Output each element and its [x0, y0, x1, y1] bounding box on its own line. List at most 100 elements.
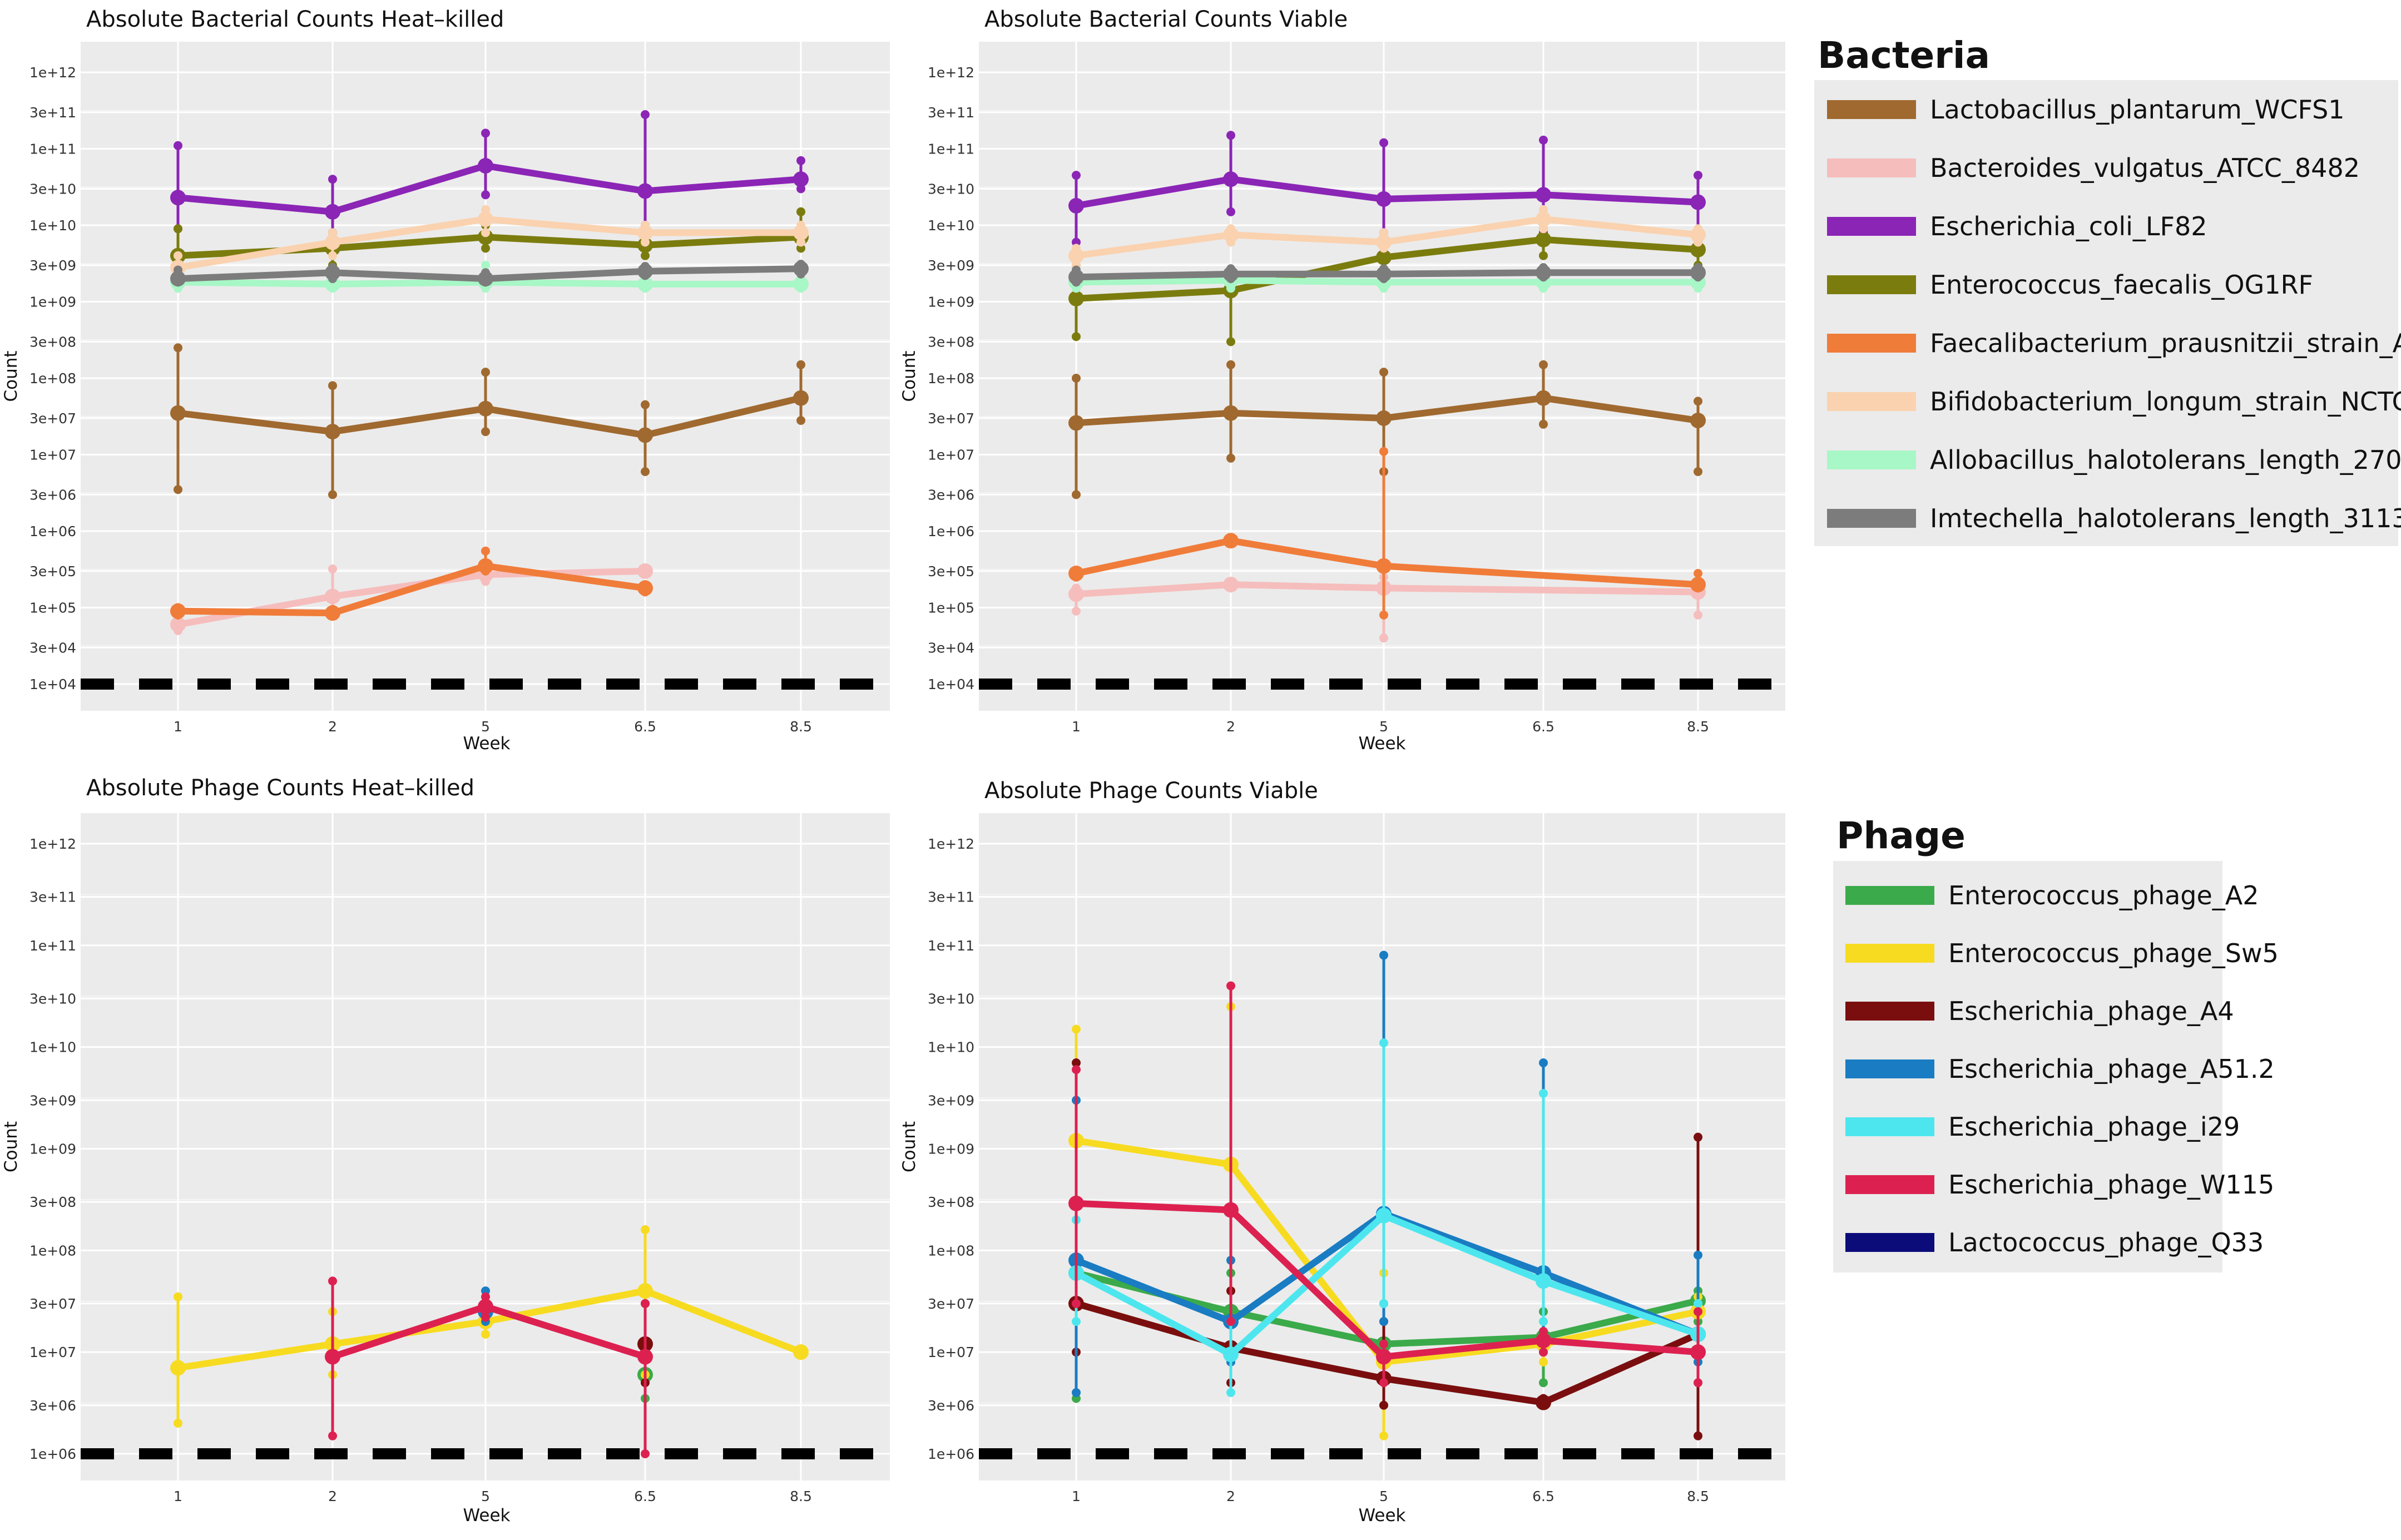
y-tick-label: 3e+11 [928, 889, 974, 905]
replicate-point [796, 416, 805, 425]
replicate-point [1226, 453, 1235, 463]
legend-label-lactobacillus-plantarum-wcfs1: Lactobacillus_plantarum_WCFS1 [1930, 95, 2345, 125]
data-point [325, 234, 340, 250]
data-point [170, 190, 186, 206]
y-tick-label: 3e+07 [928, 1296, 974, 1312]
y-tick-label: 3e+06 [29, 487, 76, 503]
legend-key-lactobacillus-plantarum-wcfs1 [1827, 100, 1916, 119]
data-point [1690, 241, 1706, 258]
y-tick-label: 3e+08 [928, 1194, 974, 1210]
data-point [793, 261, 809, 277]
y-tick-label: 1e+07 [29, 1344, 76, 1360]
legend-label-faecalibacterium-prausnitzii-strain-a2165: Faecalibacterium_prausnitzii_strain_A216… [1930, 328, 2401, 358]
data-point [1376, 249, 1392, 265]
replicate-point [1539, 1348, 1548, 1357]
x-axis-label: Week [463, 734, 511, 754]
replicate-point [1226, 207, 1235, 216]
x-tick-label: 5 [1379, 719, 1388, 735]
y-tick-label: 1e+08 [928, 1242, 974, 1259]
data-point [478, 558, 493, 574]
panel-title-bacteria-heat-killed: Absolute Bacterial Counts Heat–killed [86, 7, 504, 32]
data-point [1376, 191, 1392, 207]
phage-legend: Phage Enterococcus_phage_A2 Enterococcus_… [1833, 814, 2279, 1272]
data-point [478, 271, 493, 287]
x-tick-label: 1 [174, 1488, 182, 1504]
panel-title-phage-viable: Absolute Phage Counts Viable [984, 778, 1318, 804]
y-tick-label: 3e+11 [29, 889, 76, 905]
data-point [1690, 194, 1706, 210]
y-tick-label: 3e+06 [928, 1398, 974, 1414]
x-tick-label: 6.5 [1532, 719, 1555, 735]
replicate-point [641, 1299, 650, 1308]
replicate-point [1379, 1299, 1388, 1308]
data-point [170, 271, 186, 287]
data-point [170, 1360, 186, 1376]
y-tick-label: 1e+09 [928, 294, 974, 310]
y-tick-label: 3e+10 [29, 991, 76, 1007]
y-tick-label: 1e+09 [29, 294, 76, 310]
data-point [170, 603, 186, 619]
replicate-point [1072, 1065, 1081, 1074]
replicate-point [328, 490, 337, 499]
replicate-point [1694, 1307, 1702, 1316]
bacteria-legend-box [1814, 80, 2398, 546]
x-tick-label: 8.5 [1687, 719, 1709, 735]
data-point [793, 276, 809, 292]
replicate-point [1379, 1339, 1388, 1349]
series-imtechella-halotolerans-length-3113269 [1068, 263, 1706, 287]
data-point [325, 204, 340, 220]
y-tick-label: 1e+10 [29, 1039, 76, 1056]
replicate-point [328, 175, 337, 184]
replicate-point [1226, 1317, 1235, 1326]
legend-label-escherichia-phage-a4: Escherichia_phage_A4 [1948, 996, 2234, 1026]
data-point [1068, 415, 1084, 431]
replicate-point [1694, 610, 1702, 620]
series-imtechella-halotolerans-length-3113269 [170, 259, 809, 287]
legend-key-faecalibacterium-prausnitzii-strain-a2165 [1827, 334, 1916, 353]
data-point [1536, 1394, 1551, 1410]
replicate-point [1539, 360, 1548, 369]
legend-key-escherichia-phage-a51-2 [1845, 1059, 1934, 1078]
data-point [1068, 1195, 1084, 1211]
legend-key-escherichia-phage-w115 [1845, 1175, 1934, 1194]
chart-bacteria-viable: 1e+04 3e+04 1e+05 3e+05 1e+06 3e+06 1e+07 3e+07… [899, 42, 1785, 754]
y-tick-label: 1e+09 [29, 1141, 76, 1157]
data-point [637, 427, 653, 443]
data-point [637, 563, 653, 579]
legend-label-allobacillus-halotolerans-length-2700297: Allobacillus_halotolerans_length_2700297 [1930, 445, 2401, 475]
x-tick-label: 5 [481, 719, 490, 735]
replicate-point [1072, 1388, 1081, 1397]
replicate-point [481, 244, 490, 253]
x-tick-label: 8.5 [790, 719, 812, 735]
series-lactobacillus-plantarum-wcfs1 [170, 343, 809, 499]
legend-key-enterococcus-phage-sw5 [1845, 944, 1934, 963]
bacteria-legend: Bacteria Lactobacillus_plantarum_WCFS1 Ba… [1814, 34, 2401, 546]
replicate-point [1226, 360, 1235, 369]
replicate-point [1072, 490, 1081, 499]
panel-title-phage-heat-killed: Absolute Phage Counts Heat–killed [86, 775, 474, 801]
replicate-point [481, 1329, 490, 1339]
chart-phage-viable: 1e+06 3e+06 1e+07 3e+07 1e+08 3e+08 1e+09 3e+09… [899, 813, 1785, 1526]
replicate-point [481, 1292, 490, 1301]
replicate-point [1072, 332, 1081, 341]
replicate-point [174, 251, 182, 260]
legend-label-enterococcus-phage-a2: Enterococcus_phage_A2 [1948, 880, 2259, 910]
legend-label-enterococcus-faecalis-og1rf: Enterococcus_faecalis_OG1RF [1930, 270, 2313, 300]
data-point [1690, 413, 1706, 429]
replicate-point [174, 343, 182, 353]
y-tick-label: 1e+12 [29, 65, 76, 81]
data-point [1690, 227, 1706, 243]
y-tick-label: 3e+09 [928, 1092, 974, 1108]
data-point [1223, 577, 1239, 593]
replicate-point [1072, 171, 1081, 180]
data-point [1068, 586, 1084, 602]
x-tick-label: 2 [1226, 1488, 1235, 1504]
replicate-point [481, 128, 490, 138]
data-point [1536, 1333, 1551, 1349]
replicate-point [481, 190, 490, 200]
y-tick-label: 1e+04 [928, 676, 974, 692]
legend-label-escherichia-phage-w115: Escherichia_phage_W115 [1948, 1170, 2274, 1200]
data-point [170, 405, 186, 421]
replicate-point [481, 427, 490, 437]
legend-key-allobacillus-halotolerans-length-2700297 [1827, 450, 1916, 469]
